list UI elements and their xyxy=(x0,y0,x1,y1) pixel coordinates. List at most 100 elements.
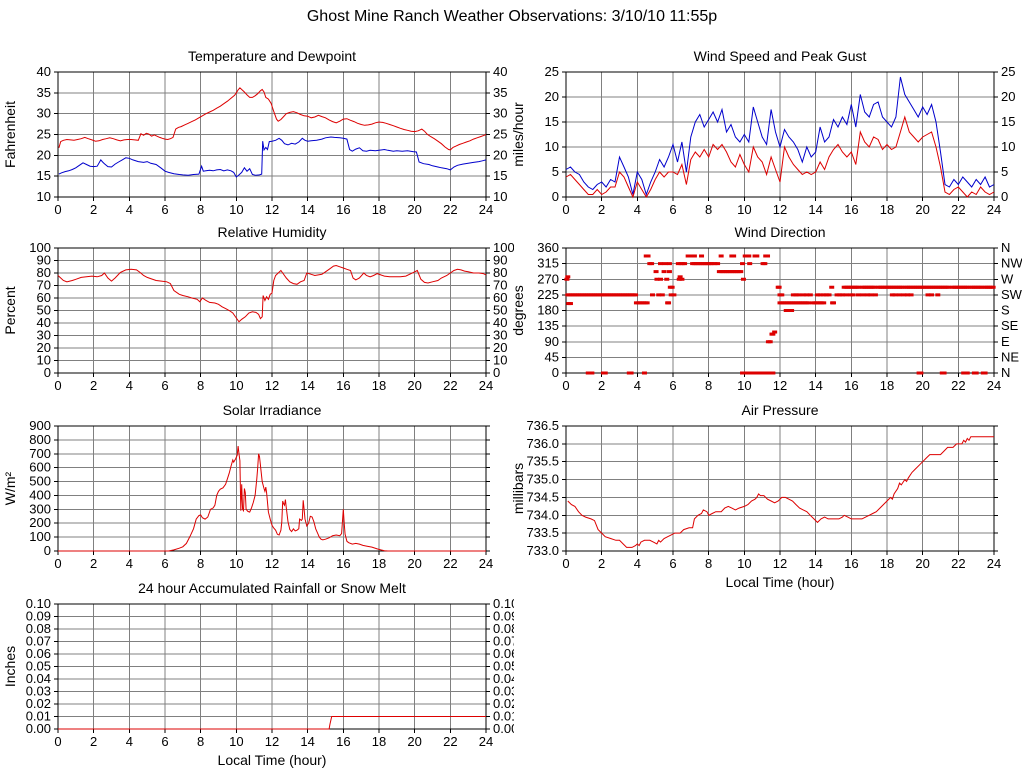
svg-text:24: 24 xyxy=(479,734,493,749)
svg-text:0.09: 0.09 xyxy=(26,609,51,624)
svg-text:14: 14 xyxy=(300,202,314,217)
svg-text:16: 16 xyxy=(336,378,350,393)
svg-text:4: 4 xyxy=(634,378,641,393)
svg-text:30: 30 xyxy=(37,106,51,121)
svg-text:E: E xyxy=(1001,334,1010,349)
svg-text:4: 4 xyxy=(634,202,641,217)
svg-text:24: 24 xyxy=(479,556,493,571)
svg-text:16: 16 xyxy=(336,556,350,571)
svg-text:20: 20 xyxy=(407,378,421,393)
svg-text:360: 360 xyxy=(537,240,559,255)
svg-text:Wind Direction: Wind Direction xyxy=(734,224,825,240)
svg-text:600: 600 xyxy=(29,460,51,475)
svg-text:0.08: 0.08 xyxy=(493,621,514,636)
svg-text:0: 0 xyxy=(54,378,61,393)
svg-text:16: 16 xyxy=(336,734,350,749)
svg-text:24: 24 xyxy=(479,202,493,217)
svg-text:8: 8 xyxy=(197,378,204,393)
svg-text:30: 30 xyxy=(493,106,507,121)
svg-text:22: 22 xyxy=(951,378,965,393)
svg-text:70: 70 xyxy=(37,278,51,293)
svg-text:0.05: 0.05 xyxy=(26,659,51,674)
svg-text:Fahrenheit: Fahrenheit xyxy=(2,101,18,168)
svg-text:14: 14 xyxy=(300,378,314,393)
svg-text:miles/hour: miles/hour xyxy=(510,102,526,167)
svg-text:0.06: 0.06 xyxy=(493,646,514,661)
svg-text:0.07: 0.07 xyxy=(493,634,514,649)
svg-text:22: 22 xyxy=(443,378,457,393)
svg-text:735.0: 735.0 xyxy=(526,472,559,487)
svg-text:25: 25 xyxy=(493,127,507,142)
svg-text:8: 8 xyxy=(197,202,204,217)
svg-text:35: 35 xyxy=(37,85,51,100)
svg-text:18: 18 xyxy=(880,378,894,393)
svg-text:4: 4 xyxy=(126,202,133,217)
svg-text:50: 50 xyxy=(493,303,507,318)
svg-text:NE: NE xyxy=(1001,349,1019,364)
svg-text:Inches: Inches xyxy=(2,646,18,687)
svg-text:8: 8 xyxy=(197,556,204,571)
svg-text:Air Pressure: Air Pressure xyxy=(741,402,818,418)
svg-text:100: 100 xyxy=(29,529,51,544)
svg-text:0: 0 xyxy=(44,543,51,558)
svg-text:18: 18 xyxy=(372,202,386,217)
svg-text:NW: NW xyxy=(1001,256,1022,271)
svg-text:18: 18 xyxy=(372,556,386,571)
svg-text:80: 80 xyxy=(37,265,51,280)
svg-text:25: 25 xyxy=(1001,64,1015,79)
svg-text:24: 24 xyxy=(987,378,1001,393)
svg-text:degrees: degrees xyxy=(510,285,526,336)
page-title: Ghost Mine Ranch Weather Observations: 3… xyxy=(306,8,718,25)
svg-text:16: 16 xyxy=(336,202,350,217)
svg-text:20: 20 xyxy=(37,340,51,355)
svg-text:200: 200 xyxy=(29,515,51,530)
svg-text:5: 5 xyxy=(552,164,559,179)
svg-text:180: 180 xyxy=(537,303,559,318)
solar-irradiance-svg: 0 2 4 6 8 10 12 14 16 18 20 22 240100200300400500600… xyxy=(2,402,493,571)
svg-text:0: 0 xyxy=(44,365,51,380)
svg-text:15: 15 xyxy=(37,168,51,183)
svg-text:100: 100 xyxy=(493,240,514,255)
svg-text:40: 40 xyxy=(493,64,507,79)
svg-text:2: 2 xyxy=(90,202,97,217)
chart-wind-speed-gust: 0 2 4 6 8 10 12 14 16 18 20 22 24 0 0 5 5 10 10 15 15 20 20 25 2… xyxy=(510,40,1022,240)
svg-text:15: 15 xyxy=(545,114,559,129)
chart-rainfall: 0246810121416182022240.000.000.010.010.0… xyxy=(2,572,518,768)
svg-text:0.00: 0.00 xyxy=(493,721,514,736)
svg-text:0: 0 xyxy=(552,365,559,380)
svg-text:6: 6 xyxy=(669,378,676,393)
svg-text:12: 12 xyxy=(265,202,279,217)
svg-text:0: 0 xyxy=(562,378,569,393)
svg-text:12: 12 xyxy=(265,556,279,571)
svg-text:0: 0 xyxy=(552,189,559,204)
svg-text:15: 15 xyxy=(1001,114,1015,129)
svg-text:20: 20 xyxy=(493,340,507,355)
svg-text:8: 8 xyxy=(705,202,712,217)
svg-text:30: 30 xyxy=(37,328,51,343)
svg-text:4: 4 xyxy=(126,556,133,571)
svg-text:N: N xyxy=(1001,240,1010,255)
svg-text:6: 6 xyxy=(161,556,168,571)
svg-text:733.0: 733.0 xyxy=(526,543,559,558)
svg-text:Percent: Percent xyxy=(2,286,18,334)
svg-text:2: 2 xyxy=(598,202,605,217)
svg-text:W/m²: W/m² xyxy=(2,471,18,505)
svg-text:0.07: 0.07 xyxy=(26,634,51,649)
svg-text:16: 16 xyxy=(844,378,858,393)
svg-text:2: 2 xyxy=(598,378,605,393)
svg-text:0: 0 xyxy=(493,365,500,380)
svg-text:12: 12 xyxy=(265,734,279,749)
svg-text:35: 35 xyxy=(493,85,507,100)
svg-text:736.0: 736.0 xyxy=(526,436,559,451)
svg-text:8: 8 xyxy=(705,556,712,571)
svg-text:18: 18 xyxy=(880,556,894,571)
svg-text:0: 0 xyxy=(1001,189,1008,204)
svg-text:45: 45 xyxy=(545,349,559,364)
svg-text:20: 20 xyxy=(545,89,559,104)
svg-text:22: 22 xyxy=(443,202,457,217)
svg-text:SW: SW xyxy=(1001,287,1022,302)
svg-text:Local Time (hour): Local Time (hour) xyxy=(726,574,835,590)
chart-temperature-dewpoint: 0 2 4 6 8 10 12 14 16 18 20 22 24 10 10 15 15 20 20 25 25 30 3… xyxy=(2,40,514,240)
